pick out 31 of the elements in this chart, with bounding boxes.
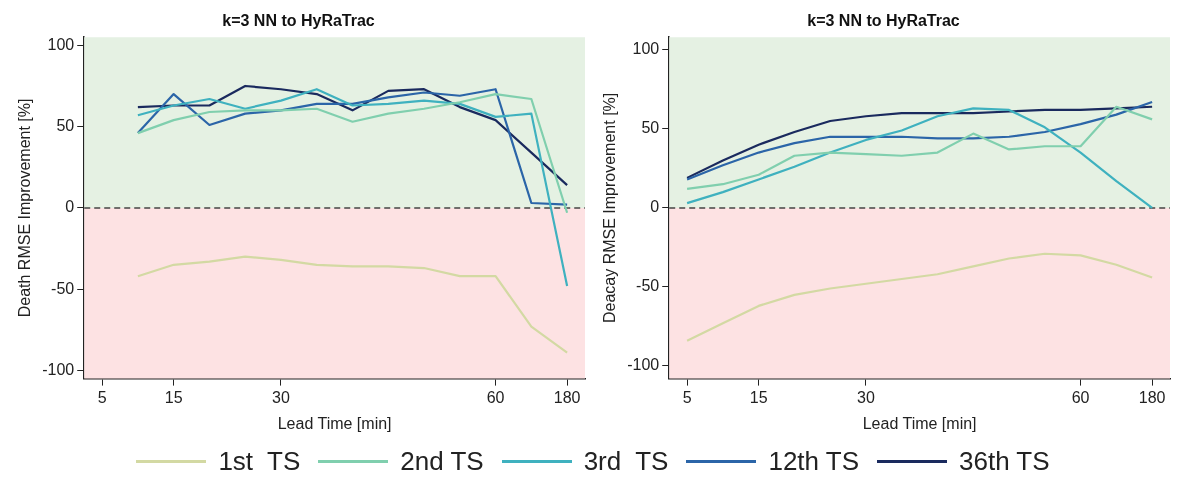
legend-label: 12th TS	[768, 446, 860, 477]
y-tick-label: -100	[627, 356, 660, 374]
y-axis-title: Deacay RMSE Improvement [%]	[601, 92, 619, 324]
x-tick-label: 60	[1071, 388, 1090, 406]
x-tick-label: 60	[486, 388, 505, 406]
y-tick-label: 100	[47, 35, 75, 53]
y-tick-label: 50	[641, 119, 660, 137]
x-tick-label: 15	[749, 388, 768, 406]
x-tick-label: 180	[1138, 388, 1166, 406]
x-axis-title: Lead Time [min]	[277, 414, 392, 432]
y-axis-title: Death RMSE Improvement [%]	[16, 98, 34, 318]
chart-title: k=3 NN to HyRaTrac	[807, 12, 960, 30]
y-tick-label: 100	[632, 40, 660, 58]
y-tick-label: 0	[650, 198, 660, 216]
y-tick-label: -100	[42, 360, 75, 378]
legend-label: 2nd TS	[400, 446, 484, 477]
x-tick-label: 30	[857, 388, 875, 406]
x-tick-label: 15	[164, 388, 183, 406]
x-tick-label: 180	[553, 388, 581, 406]
y-tick-label: -50	[636, 277, 660, 295]
legend-label: 36th TS	[959, 446, 1050, 477]
y-tick-label: 0	[65, 198, 75, 216]
legend-label: 1st TS	[218, 446, 301, 477]
x-tick-label: 5	[97, 388, 107, 406]
x-axis-title: Lead Time [min]	[862, 414, 977, 432]
y-tick-label: -50	[51, 279, 75, 297]
legend-label: 3rd TS	[583, 446, 669, 477]
x-tick-label: 30	[272, 388, 290, 406]
x-tick-label: 5	[682, 388, 692, 406]
y-tick-label: 50	[56, 117, 75, 135]
chart-title: k=3 NN to HyRaTrac	[222, 12, 375, 30]
